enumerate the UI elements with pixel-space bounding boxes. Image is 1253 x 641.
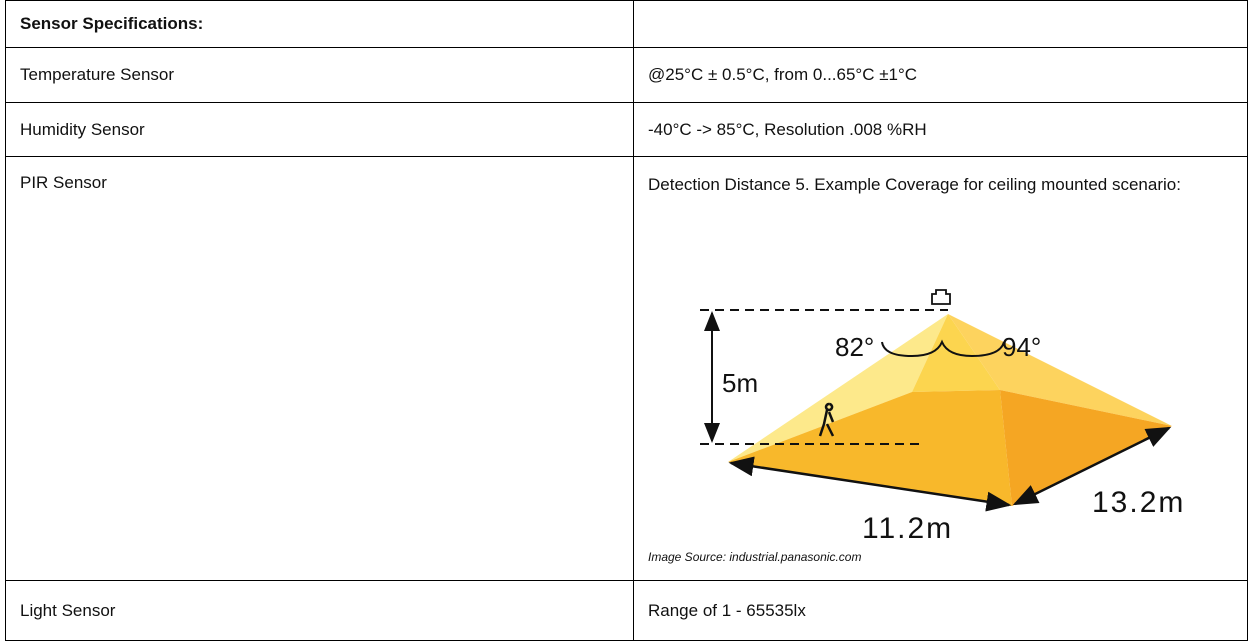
header-empty <box>634 1 1248 48</box>
angle-label: 94° <box>1002 332 1041 362</box>
row-name: Light Sensor <box>6 581 634 641</box>
row-name: PIR Sensor <box>6 157 634 581</box>
row: Humidity Sensor -40°C -> 85°C, Resolutio… <box>6 103 1248 157</box>
row-spec: Range of 1 - 65535lx <box>634 581 1248 641</box>
sensor-icon <box>932 290 950 304</box>
row-spec: Detection Distance 5. Example Coverage f… <box>648 173 1208 197</box>
angle-label: 82° <box>835 332 874 362</box>
width-label: 11.2m <box>862 512 953 545</box>
header-row: Sensor Specifications: <box>6 1 1248 48</box>
row: Light Sensor Range of 1 - 65535lx <box>6 581 1248 641</box>
depth-label: 13.2m <box>1092 486 1185 519</box>
page: Sensor Specifications: Temperature Senso… <box>0 0 1253 634</box>
header-title: Sensor Specifications: <box>6 1 634 48</box>
row: Temperature Sensor @25°C ± 0.5°C, from 0… <box>6 48 1248 103</box>
row-name: Humidity Sensor <box>6 103 634 157</box>
row-spec: -40°C -> 85°C, Resolution .008 %RH <box>634 103 1248 157</box>
coverage-diagram: 82° 94° 5m 11.2m 13.2m Image Source: ind… <box>640 280 1200 570</box>
image-source: Image Source: industrial.panasonic.com <box>648 550 861 564</box>
row-name: Temperature Sensor <box>6 48 634 103</box>
height-label: 5m <box>722 368 758 398</box>
row-spec: @25°C ± 0.5°C, from 0...65°C ±1°C <box>634 48 1248 103</box>
